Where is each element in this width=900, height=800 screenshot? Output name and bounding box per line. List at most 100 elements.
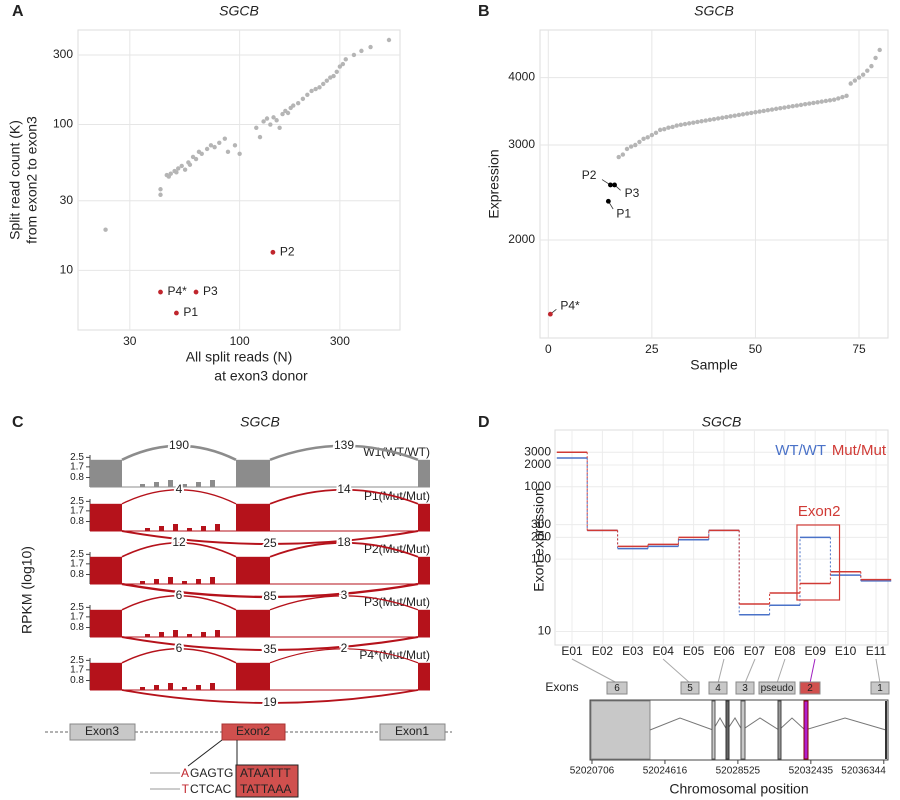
gene-model: Exon3 Exon2 Exon1 A GAGTG ATAATTT T CTCA… <box>45 723 452 798</box>
point <box>802 102 808 107</box>
junction-count: 18 <box>337 535 351 549</box>
coverage-block <box>418 459 430 487</box>
point <box>724 114 729 120</box>
junction-count: 85 <box>263 589 277 603</box>
point <box>633 142 638 148</box>
junction-arc <box>121 689 419 704</box>
coverage-bump <box>201 526 206 531</box>
point <box>295 101 301 106</box>
x-tick-label: E04 <box>653 644 675 658</box>
y-tick-label: 2.5 <box>70 452 84 463</box>
point <box>628 144 634 149</box>
point <box>280 111 285 117</box>
exon-label: Exon3 <box>85 724 119 738</box>
highlight-point <box>193 289 199 295</box>
point <box>674 123 679 128</box>
point <box>695 119 700 125</box>
point <box>782 105 787 110</box>
point <box>769 107 775 112</box>
point <box>715 116 721 121</box>
point <box>179 163 184 169</box>
genomic-exon <box>740 700 746 760</box>
x-tick-label: 50 <box>749 342 763 356</box>
point <box>368 44 373 50</box>
exon-tag <box>680 681 700 695</box>
point <box>264 116 270 121</box>
exon-label: Exon1 <box>395 724 429 738</box>
point <box>624 146 630 152</box>
coverage-block <box>90 662 122 690</box>
coverage-bump <box>140 581 145 584</box>
y-tick-label: 2.5 <box>70 549 84 560</box>
point <box>237 151 242 157</box>
exon-tag <box>758 681 796 695</box>
x-tick-label: 75 <box>852 342 866 356</box>
point <box>271 115 276 120</box>
junction-arc <box>121 444 237 461</box>
x-axis-label: Sample <box>690 357 738 373</box>
point <box>291 103 296 108</box>
genomic-exon <box>711 700 716 760</box>
coverage-bump <box>187 528 192 531</box>
coverage-bump <box>159 526 164 531</box>
junction-arc <box>121 541 237 558</box>
junction-arc <box>269 489 419 505</box>
exon-box <box>221 723 286 741</box>
x-tick-label: E06 <box>713 644 735 658</box>
point <box>222 136 228 141</box>
junction-arc <box>121 595 237 611</box>
point <box>753 110 758 115</box>
y-axis-label: Split read count (K) <box>7 120 23 240</box>
y-tick-label: 2.5 <box>70 602 84 613</box>
exon-tag-label: 5 <box>687 683 693 694</box>
highlight-point <box>158 289 163 295</box>
seq-variant: A <box>181 766 189 780</box>
panel-letter: A <box>12 3 24 20</box>
exon-box <box>69 723 136 741</box>
plot-frame <box>539 29 889 339</box>
y-tick-label: 1.7 <box>70 461 84 472</box>
point <box>831 97 837 102</box>
point <box>305 92 310 97</box>
point <box>257 134 263 140</box>
panel-letter: D <box>478 414 490 431</box>
coverage-block <box>236 662 270 690</box>
point <box>761 108 766 114</box>
y-tick-label: 0.8 <box>70 472 84 483</box>
point <box>844 93 849 99</box>
coverage-bump <box>154 579 159 584</box>
track-name: P3(Mut/Mut) <box>364 595 430 609</box>
point <box>386 37 392 43</box>
y-tick-label: 3000 <box>508 137 535 151</box>
point <box>274 118 279 123</box>
point <box>317 85 322 90</box>
x-tick-label: E10 <box>835 644 857 658</box>
point <box>199 151 204 157</box>
point <box>645 135 650 140</box>
point <box>852 78 858 83</box>
exon-tag-label: 6 <box>614 683 620 694</box>
y-tick-label: 10 <box>60 263 74 277</box>
genomic-exon <box>590 700 651 760</box>
coverage-bump <box>168 480 173 487</box>
point <box>807 101 812 106</box>
point <box>343 57 348 62</box>
point <box>232 143 238 148</box>
point <box>268 122 273 127</box>
highlight-point <box>174 310 179 316</box>
y-tick-label: 2000 <box>524 457 551 471</box>
exon-tag <box>735 681 755 695</box>
seq-variant: T <box>182 782 190 796</box>
coverage-bump <box>215 524 220 531</box>
point <box>309 88 314 94</box>
y-tick-label: 2000 <box>508 232 535 246</box>
point <box>732 113 737 118</box>
panel-title: SGCB <box>702 414 742 430</box>
point <box>823 98 829 104</box>
point <box>193 156 199 162</box>
genomic-exon <box>725 700 730 760</box>
point <box>225 149 231 155</box>
point <box>334 69 339 74</box>
exon-tag-label: 1 <box>877 683 883 694</box>
